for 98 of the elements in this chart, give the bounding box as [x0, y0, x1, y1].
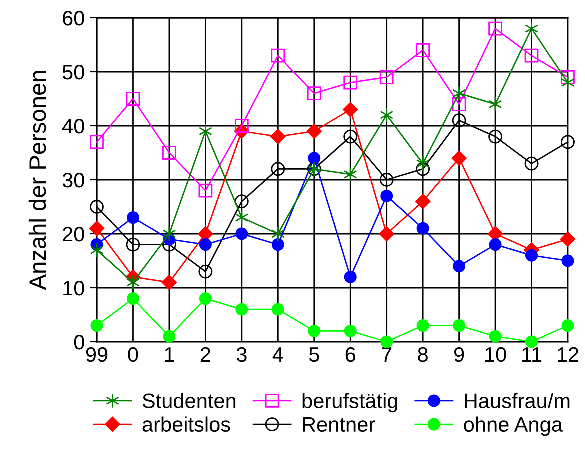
point	[379, 226, 394, 242]
y-tick-label: 40	[62, 119, 84, 134]
legend-label: arbeitslos	[142, 416, 230, 432]
x-tick-label: 10	[486, 347, 506, 362]
point	[526, 336, 538, 348]
x-tick-label: 2	[200, 347, 210, 362]
point	[198, 124, 212, 140]
point	[270, 129, 286, 144]
point	[416, 43, 430, 58]
point	[380, 108, 394, 123]
point	[562, 254, 574, 268]
x-tick-label: 9	[454, 347, 464, 362]
point	[561, 135, 575, 150]
legend-label: Studenten	[142, 393, 236, 408]
point	[89, 221, 105, 236]
x-tick-label: 12	[558, 347, 579, 362]
y-tick-label: 0	[74, 335, 84, 350]
point	[416, 156, 430, 172]
point	[526, 249, 538, 262]
point	[126, 238, 140, 252]
point	[452, 86, 466, 102]
x-tick-label: 11	[522, 348, 542, 362]
point	[90, 200, 104, 214]
point	[380, 70, 394, 84]
legend-label: Hausfrau/m	[465, 393, 570, 408]
legend-label: ohne Anga	[464, 416, 563, 436]
point	[162, 146, 176, 160]
point	[272, 238, 284, 252]
point	[453, 260, 466, 273]
point	[271, 162, 286, 176]
point	[236, 228, 248, 240]
y-tick-label: 20	[63, 227, 84, 242]
point	[162, 275, 178, 290]
point	[416, 162, 430, 176]
x-tick-label: 4	[272, 348, 284, 362]
y-axis-title: Anzahl der Personen	[28, 71, 46, 290]
point	[524, 48, 539, 63]
point	[380, 190, 394, 202]
point	[235, 210, 249, 226]
y-tick-label: 30	[62, 173, 84, 188]
x-tick-label: 5	[309, 348, 320, 362]
point	[344, 166, 358, 182]
point	[198, 264, 213, 279]
point	[525, 21, 538, 36]
y-tick-label: 10	[64, 281, 84, 296]
point	[524, 156, 539, 171]
point	[126, 292, 140, 306]
point	[488, 130, 502, 144]
point	[488, 22, 502, 36]
point	[308, 324, 321, 338]
y-tick-label: 50	[62, 65, 84, 80]
point	[416, 222, 430, 235]
point	[452, 114, 466, 128]
y-tick-label: 60	[63, 11, 84, 26]
x-tick-label: 3	[236, 347, 247, 362]
point	[307, 86, 322, 101]
point	[380, 173, 394, 187]
point	[380, 336, 394, 348]
point	[90, 320, 104, 332]
point	[271, 226, 285, 242]
point	[126, 92, 140, 106]
x-tick-label: 6	[346, 347, 356, 362]
point	[560, 232, 576, 247]
point	[236, 303, 248, 316]
point	[271, 48, 286, 63]
point	[234, 119, 249, 133]
point	[452, 150, 467, 166]
legend-label: berufstätig	[302, 393, 398, 413]
point	[308, 152, 321, 165]
legend-label: Rentner	[303, 418, 376, 432]
point	[306, 124, 322, 139]
point	[452, 97, 466, 112]
point	[90, 135, 104, 150]
point	[272, 303, 284, 316]
point	[126, 274, 140, 290]
point	[199, 292, 212, 306]
point	[343, 102, 358, 118]
point	[416, 320, 430, 332]
x-tick-label: 7	[382, 348, 392, 362]
x-tick-label: 99	[86, 347, 108, 362]
point	[344, 324, 357, 338]
point	[199, 238, 212, 252]
x-tick-label: 0	[128, 347, 138, 362]
point	[344, 130, 358, 144]
point	[198, 184, 213, 198]
point	[344, 76, 358, 90]
point	[561, 70, 575, 84]
point	[234, 194, 249, 209]
x-tick-label: 1	[165, 348, 174, 362]
x-tick-label: 8	[418, 347, 428, 362]
point	[489, 238, 502, 252]
point	[163, 330, 176, 343]
point	[416, 194, 431, 210]
point	[126, 212, 140, 224]
point	[562, 320, 574, 332]
point	[489, 330, 502, 343]
point	[344, 270, 357, 284]
point	[453, 320, 466, 332]
